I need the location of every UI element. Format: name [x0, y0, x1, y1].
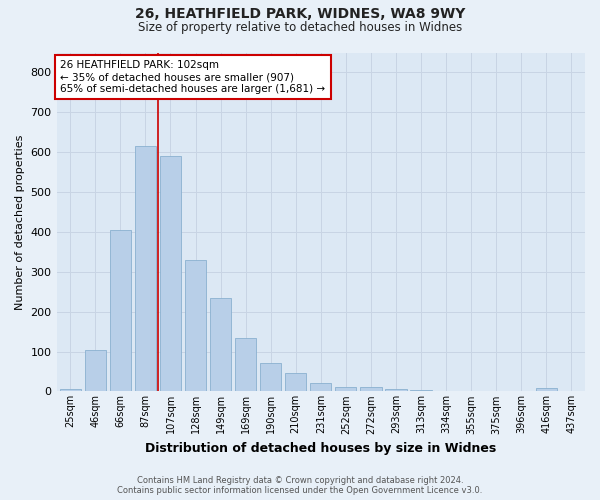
Text: Contains HM Land Registry data © Crown copyright and database right 2024.
Contai: Contains HM Land Registry data © Crown c… — [118, 476, 482, 495]
Bar — [59, 390, 81, 392]
Y-axis label: Number of detached properties: Number of detached properties — [15, 134, 25, 310]
Bar — [335, 386, 356, 392]
Bar — [210, 298, 231, 392]
Text: Size of property relative to detached houses in Widnes: Size of property relative to detached ho… — [138, 21, 462, 34]
Bar — [160, 156, 181, 392]
Bar — [135, 146, 156, 392]
Bar — [260, 364, 281, 392]
X-axis label: Distribution of detached houses by size in Widnes: Distribution of detached houses by size … — [145, 442, 496, 455]
Bar — [110, 230, 131, 392]
Text: 26 HEATHFIELD PARK: 102sqm
← 35% of detached houses are smaller (907)
65% of sem: 26 HEATHFIELD PARK: 102sqm ← 35% of deta… — [60, 60, 325, 94]
Bar — [235, 338, 256, 392]
Bar — [360, 386, 382, 392]
Bar — [85, 350, 106, 392]
Bar — [385, 390, 407, 392]
Bar — [185, 260, 206, 392]
Bar — [285, 374, 307, 392]
Text: 26, HEATHFIELD PARK, WIDNES, WA8 9WY: 26, HEATHFIELD PARK, WIDNES, WA8 9WY — [135, 8, 465, 22]
Bar — [536, 388, 557, 392]
Bar — [310, 384, 331, 392]
Bar — [410, 390, 431, 392]
